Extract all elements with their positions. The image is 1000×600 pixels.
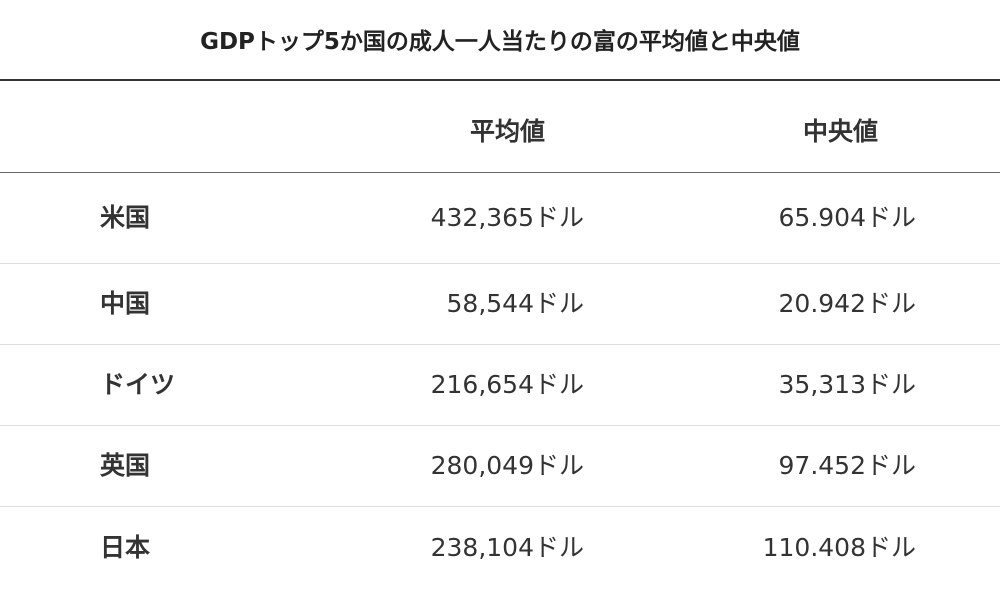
median-cell: 110.408ドル [762,533,916,562]
median-cell: 20.942ドル [778,289,916,318]
median-cell: 97.452ドル [778,451,916,480]
median-cell: 65.904ドル [778,203,916,232]
table-row: 米国 432,365ドル 65.904ドル [0,173,1000,264]
table-row: 英国 280,049ドル 97.452ドル [0,426,1000,507]
table-row: 日本 238,104ドル 110.408ドル [0,507,1000,589]
table-row: ドイツ 216,654ドル 35,313ドル [0,345,1000,426]
country-cell: 中国 [100,289,151,318]
table-row: 中国 58,544ドル 20.942ドル [0,264,1000,345]
median-cell: 35,313ドル [778,370,916,399]
mean-cell: 432,365ドル [430,203,584,232]
mean-cell: 216,654ドル [430,370,584,399]
mean-cell: 58,544ドル [446,289,584,318]
table-title: GDPトップ5か国の成人一人当たりの富の平均値と中央値 [200,29,800,55]
top-divider [0,79,1000,81]
mean-cell: 238,104ドル [430,533,584,562]
country-cell: 英国 [100,451,151,480]
header-median: 中央値 [802,117,878,146]
header-mean: 平均値 [469,117,545,146]
country-cell: 米国 [100,203,151,232]
country-cell: ドイツ [100,370,176,399]
mean-cell: 280,049ドル [430,451,584,480]
header-divider [0,172,1000,173]
country-cell: 日本 [100,533,151,562]
